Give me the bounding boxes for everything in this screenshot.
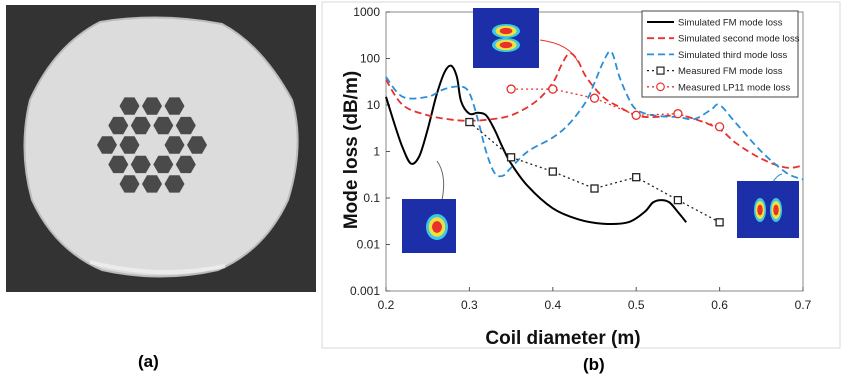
leader-line-third xyxy=(772,173,783,183)
series-line-5 xyxy=(511,88,720,128)
x-tick-label: 0.7 xyxy=(795,298,812,312)
mode-lobe-core xyxy=(499,41,513,49)
air-hole xyxy=(187,136,207,154)
x-tick-label: 0.3 xyxy=(461,298,478,312)
air-hole xyxy=(130,116,151,135)
legend-label: Simulated second mode loss xyxy=(678,34,800,45)
air-hole xyxy=(153,155,174,174)
air-hole xyxy=(175,155,196,174)
mode-lobe-core xyxy=(432,221,442,233)
data-point-square xyxy=(673,195,683,205)
data-point-circle xyxy=(589,93,600,103)
legend-label: Simulated FM mode loss xyxy=(678,18,783,29)
series-line-1 xyxy=(385,64,687,226)
inset-third-background xyxy=(737,181,799,238)
data-point-circle xyxy=(548,84,558,94)
air-hole xyxy=(164,97,185,115)
y-tick-label: 1000 xyxy=(353,5,380,19)
y-axis-title: Mode loss (dB/m) xyxy=(341,71,362,229)
data-point-square xyxy=(548,167,557,176)
legend-label: Measured FM mode loss xyxy=(678,66,783,77)
legend-box xyxy=(641,10,799,98)
x-tick-label: 0.5 xyxy=(628,298,645,312)
data-point-square xyxy=(632,173,641,182)
air-hole xyxy=(164,175,185,193)
data-point-square xyxy=(506,153,516,162)
inset-lp11-mode xyxy=(473,8,539,68)
air-hole xyxy=(142,97,162,115)
mode-lobe-core xyxy=(757,204,763,216)
x-tick-label: 0.4 xyxy=(544,298,561,312)
air-hole xyxy=(142,175,162,193)
data-point-circle xyxy=(714,122,725,132)
y-tick-label: 100 xyxy=(360,52,380,66)
air-hole xyxy=(164,136,185,154)
air-hole-array xyxy=(97,97,207,193)
data-point-square xyxy=(465,117,474,127)
legend: Simulated FM mode loss Simulated second m… xyxy=(641,10,800,98)
air-hole xyxy=(108,116,129,135)
legend-label: Simulated third mode loss xyxy=(678,50,788,61)
inset-third-mode xyxy=(737,181,799,238)
y-tick-label: 0.01 xyxy=(357,238,381,252)
air-hole xyxy=(153,116,174,135)
air-hole xyxy=(130,155,151,174)
fiber-cladding xyxy=(23,16,299,278)
data-point-circle xyxy=(673,109,683,119)
axes: 0.2 0.3 0.4 0.5 0.6 0.7 0.001 0.01 0.1 1 10 100 1000 xyxy=(350,5,812,312)
x-tick-label: 0.2 xyxy=(378,298,395,312)
leader-line-fm xyxy=(436,160,445,201)
legend-label: Measured LP11 mode loss xyxy=(678,82,791,93)
x-tick-label: 0.6 xyxy=(711,298,728,312)
mode-lobe-core xyxy=(499,27,513,35)
data-point-circle xyxy=(631,110,641,120)
data-point-square xyxy=(590,184,599,193)
panel-b-label: (b) xyxy=(583,355,605,374)
legend-marker-circle xyxy=(656,82,665,92)
air-hole xyxy=(175,116,196,135)
fiber-edge-highlight xyxy=(89,260,226,275)
y-tick-label: 0.1 xyxy=(363,191,380,205)
series-markers xyxy=(465,84,725,227)
y-tick-label: 10 xyxy=(367,98,381,112)
y-tick-label: 0.001 xyxy=(350,284,380,298)
leader-line-lp11 xyxy=(539,39,579,63)
x-axis-title: Coil diameter (m) xyxy=(485,328,640,349)
mode-profile-insets xyxy=(402,8,799,253)
air-hole xyxy=(119,97,140,115)
panel-a-label: (a) xyxy=(138,352,159,371)
inset-fm-mode xyxy=(402,199,456,253)
data-point-square xyxy=(715,218,724,227)
y-tick-label: 1 xyxy=(373,145,380,159)
air-hole xyxy=(119,175,140,193)
air-hole xyxy=(108,155,129,174)
data-point-circle xyxy=(506,84,516,94)
air-hole xyxy=(119,136,140,154)
mode-lobe-core xyxy=(773,204,779,216)
legend-marker-square xyxy=(656,66,665,75)
air-hole xyxy=(97,136,117,154)
